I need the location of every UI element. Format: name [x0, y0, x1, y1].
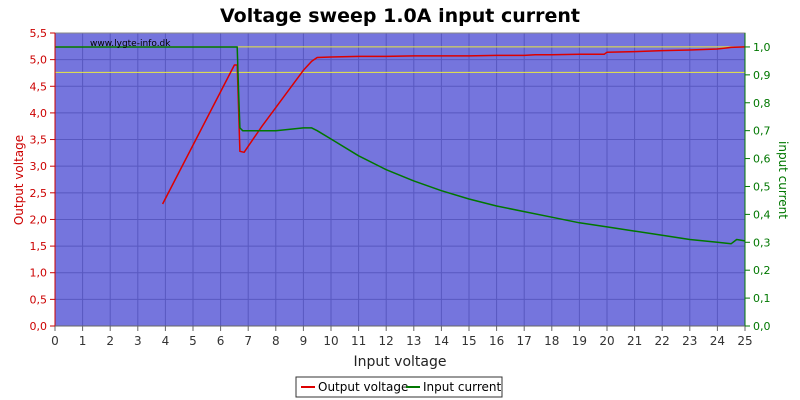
x-tick-label-10: 10: [323, 334, 338, 348]
x-tick-label-2: 2: [106, 334, 114, 348]
x-tick-label-15: 15: [461, 334, 476, 348]
right-tick-label-8: 0,8: [753, 97, 771, 110]
x-tick-label-19: 19: [572, 334, 587, 348]
left-tick-label-5: 2,5: [30, 187, 48, 200]
right-tick-label-10: 1,0: [753, 41, 771, 54]
left-tick-label-3: 1,5: [30, 240, 48, 253]
series-line-output-voltage: [161, 46, 746, 205]
x-tick-label-1: 1: [79, 334, 87, 348]
left-tick-label-11: 5,5: [30, 27, 48, 40]
right-tick-label-6: 0,6: [753, 153, 771, 166]
chart-title: Voltage sweep 1.0A input current: [220, 5, 580, 27]
x-tick-label-18: 18: [544, 334, 559, 348]
axes: 0 1 2 3 4 5 6 7 8 9 10 11 12 13 14 15 16 17 18 19 20 21 22 23 24…: [30, 27, 771, 348]
plot-background: [55, 33, 745, 326]
x-tick-label-20: 20: [599, 334, 614, 348]
x-tick-label-24: 24: [710, 334, 725, 348]
x-tick-label-8: 8: [272, 334, 280, 348]
right-tick-label-3: 0,3: [753, 236, 771, 249]
watermark: www.lygte-info.dk: [90, 39, 171, 49]
right-tick-label-9: 0,9: [753, 69, 771, 82]
x-tick-label-6: 6: [217, 334, 225, 348]
x-tick-label-22: 22: [655, 334, 670, 348]
right-tick-label-1: 0,1: [753, 292, 771, 305]
legend-label-input-current: Input current: [423, 380, 501, 394]
x-tick-label-25: 25: [737, 334, 752, 348]
left-axis-label: Output voltage: [12, 135, 26, 225]
x-tick-label-21: 21: [627, 334, 642, 348]
right-tick-label-7: 0,7: [753, 125, 771, 138]
x-tick-label-11: 11: [351, 334, 366, 348]
left-tick-label-1: 0,5: [30, 293, 48, 306]
x-tick-label-13: 13: [406, 334, 421, 348]
x-tick-label-12: 12: [379, 334, 394, 348]
plot-area: [54, 32, 746, 327]
legend: Output voltage Input current: [295, 376, 503, 398]
x-tick-label-7: 7: [244, 334, 252, 348]
left-tick-label-7: 3,5: [30, 134, 48, 147]
left-tick-label-4: 2,0: [30, 213, 48, 226]
x-tick-label-17: 17: [517, 334, 532, 348]
series-lines: [55, 46, 746, 245]
x-tick-label-3: 3: [134, 334, 142, 348]
x-tick-label-23: 23: [682, 334, 697, 348]
left-tick-label-0: 0,0: [30, 320, 48, 333]
left-tick-label-10: 5,0: [30, 54, 48, 67]
left-tick-label-2: 1,0: [30, 267, 48, 280]
series-line-input-current: [55, 46, 746, 245]
legend-label-output-voltage: Output voltage: [318, 380, 408, 394]
x-tick-label-0: 0: [51, 334, 59, 348]
x-axis-label: Input voltage: [353, 354, 446, 370]
x-tick-label-9: 9: [300, 334, 308, 348]
x-tick-label-16: 16: [489, 334, 504, 348]
x-tick-label-5: 5: [189, 334, 197, 348]
right-tick-label-0: 0,0: [753, 320, 771, 333]
left-tick-label-6: 3,0: [30, 160, 48, 173]
left-tick-label-9: 4,5: [30, 80, 48, 93]
right-axis-label: input current: [776, 141, 790, 219]
x-tick-label-14: 14: [434, 334, 449, 348]
right-tick-label-4: 0,4: [753, 208, 771, 221]
left-tick-label-8: 4,0: [30, 107, 48, 120]
legend-box: [295, 376, 503, 398]
x-tick-label-4: 4: [162, 334, 170, 348]
right-tick-label-2: 0,2: [753, 264, 771, 277]
right-tick-label-5: 0,5: [753, 180, 771, 193]
